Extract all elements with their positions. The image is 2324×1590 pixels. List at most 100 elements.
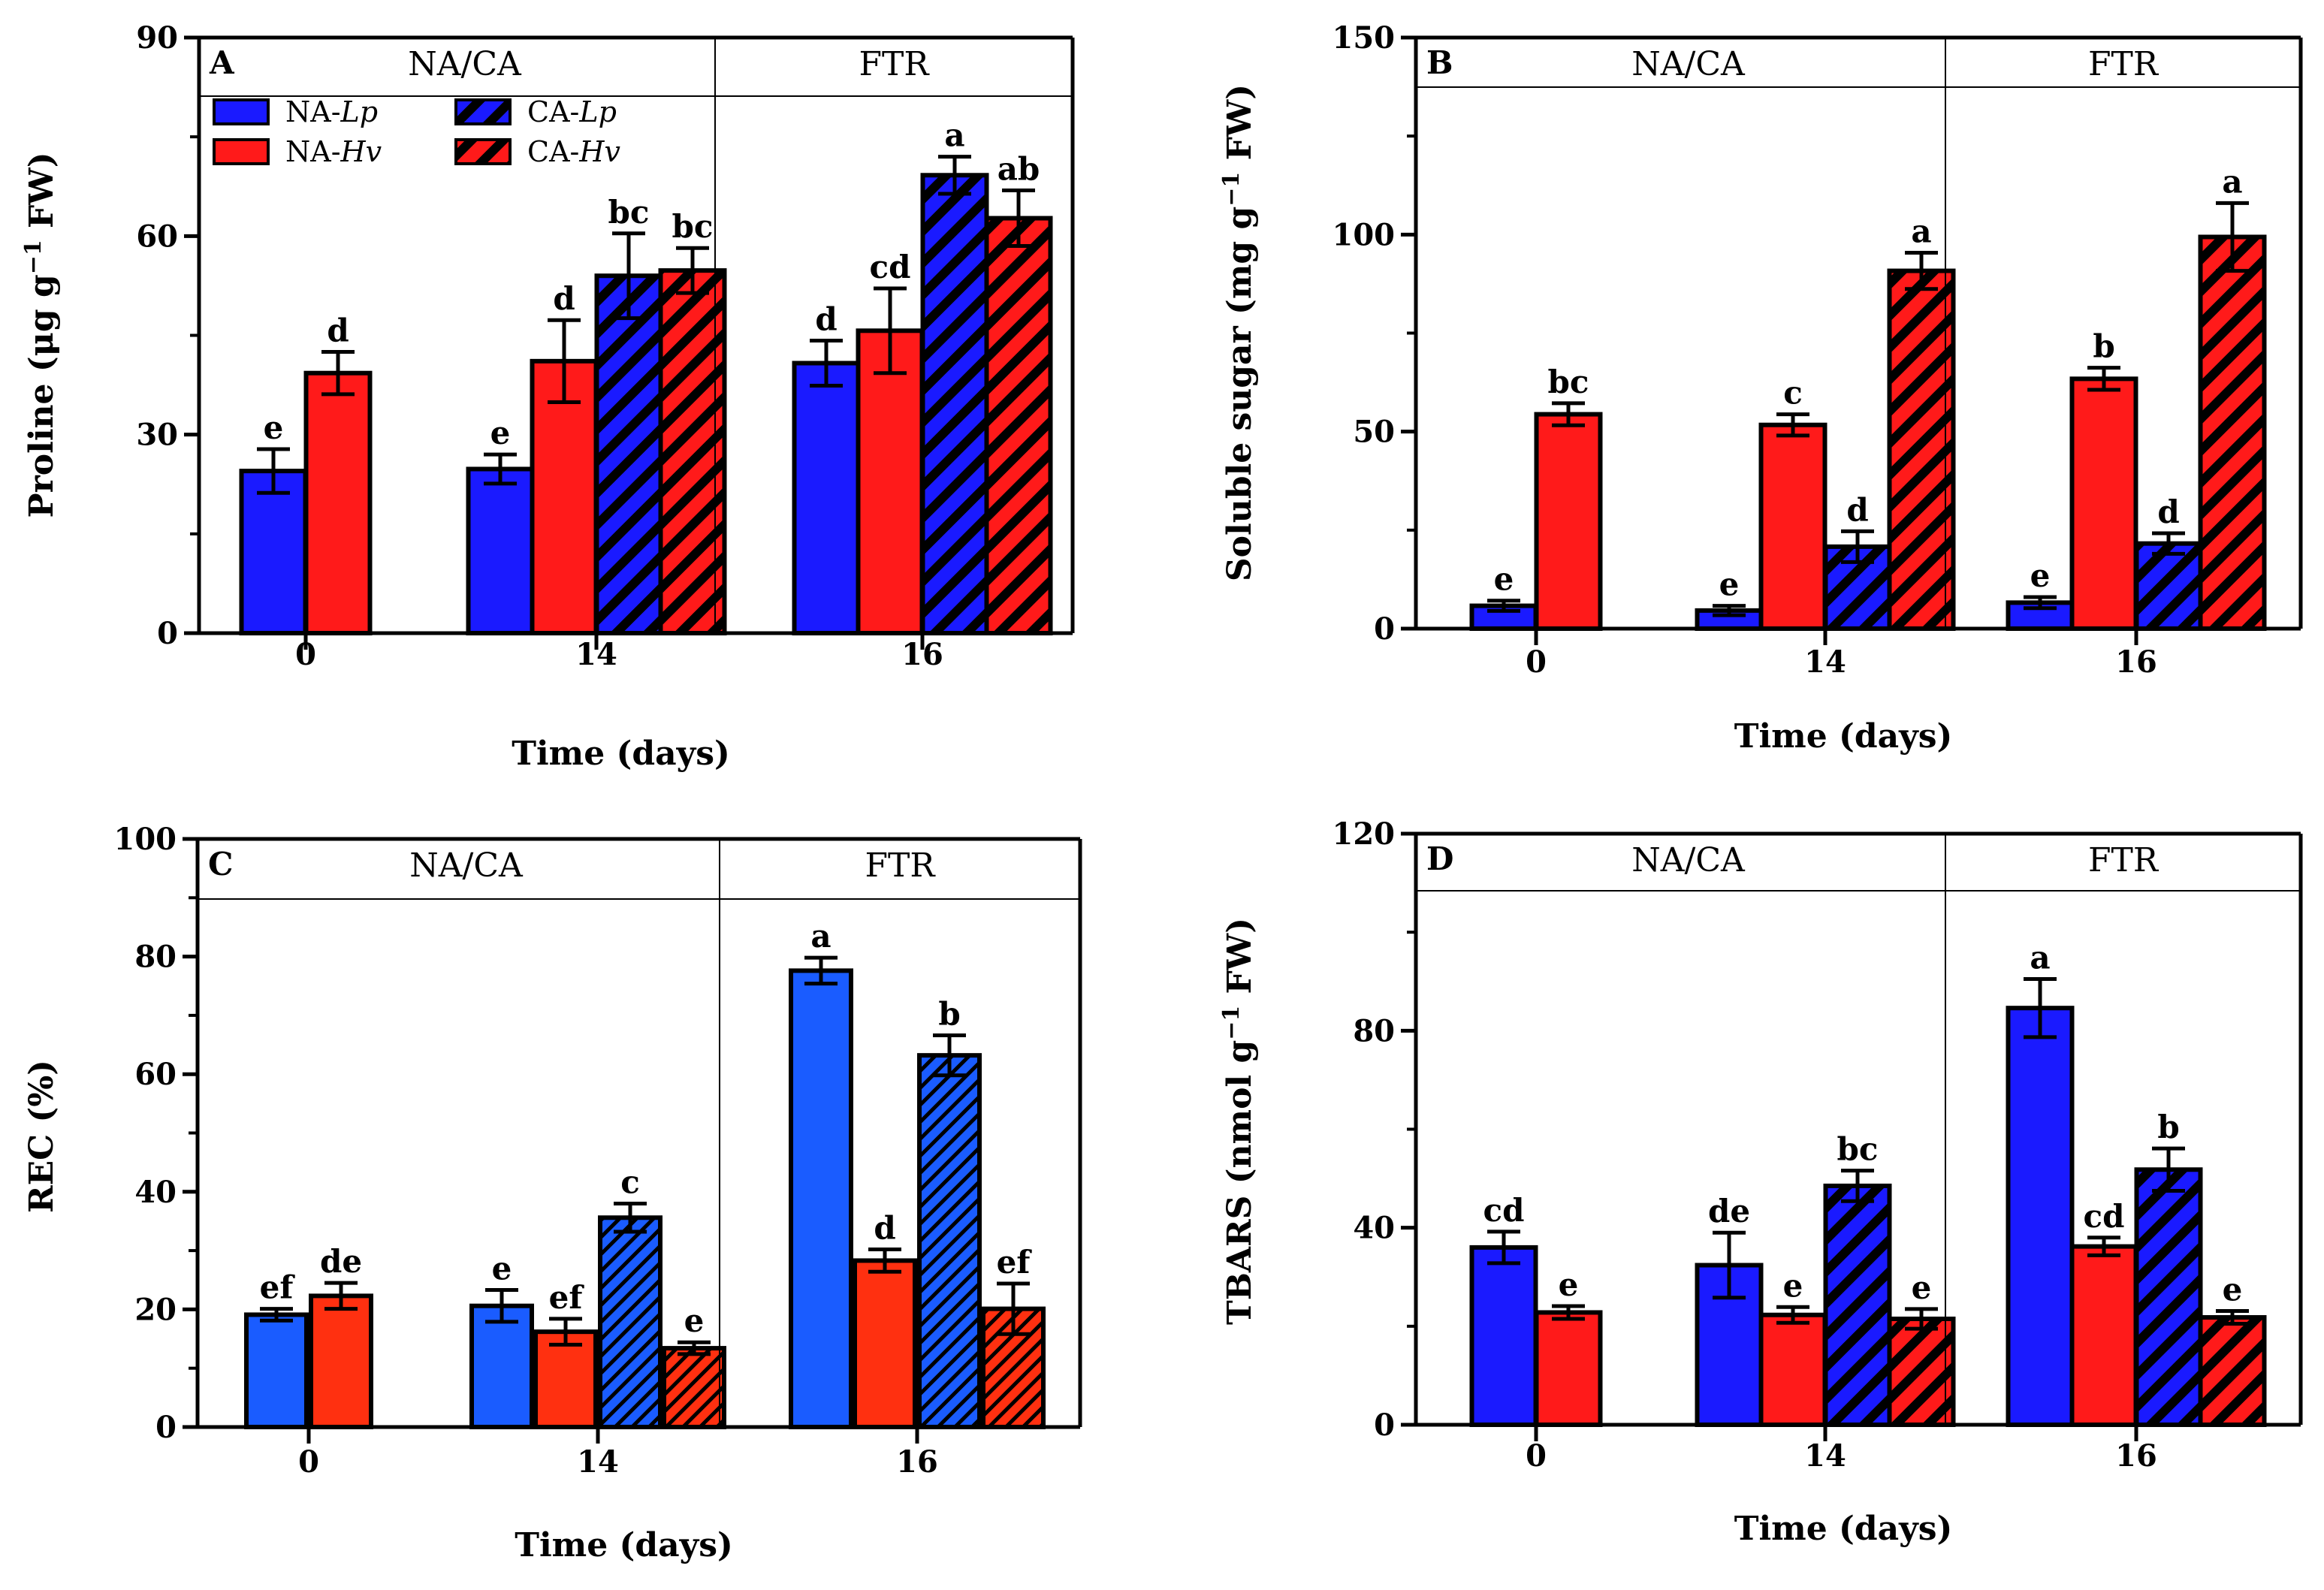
y-axis-title-main: REC (%): [23, 1060, 61, 1213]
significance-letter: a: [2030, 939, 2050, 976]
significance-letter: ef: [549, 1279, 585, 1316]
significance-letter: b: [938, 996, 960, 1033]
y-axis-title: REC (%): [23, 1060, 61, 1213]
significance-letter: e: [492, 1251, 512, 1287]
legend-species: Hv: [340, 135, 382, 168]
y-tick-label: 120: [1333, 816, 1396, 852]
y-tick-label: 0: [157, 616, 178, 651]
legend-swatch-na-lp: [213, 98, 270, 125]
bar-na-lp-0: [1469, 1245, 1538, 1428]
y-tick-label: 60: [136, 219, 178, 254]
bar-ca-hv-16: [2198, 234, 2267, 631]
bar-ca-hv-14: [1887, 1316, 1956, 1428]
section-label-ftr: FTR: [859, 45, 930, 83]
y-axis-title-main: TBARS (nmol g: [1221, 1040, 1259, 1325]
x-tick-label: 14: [1804, 644, 1846, 680]
bar-ca-hv-16: [2198, 1315, 2267, 1427]
significance-letter: bc: [608, 194, 650, 231]
significance-letter: d: [553, 280, 575, 317]
x-tick-label: 16: [901, 637, 943, 672]
bar-ca-hv-16: [984, 216, 1053, 635]
y-axis-title-end: FW): [1221, 918, 1259, 1006]
significance-letter: de: [1708, 1193, 1750, 1229]
x-tick-label: 0: [298, 1444, 319, 1480]
bar-ca-lp-16: [920, 173, 989, 635]
significance-letter: e: [1719, 566, 1740, 603]
x-tick-label: 14: [577, 1444, 619, 1480]
y-tick-label: 40: [134, 1175, 177, 1210]
legend-prefix: NA-: [285, 95, 341, 128]
y-axis-title-superscript: −1: [1218, 1006, 1245, 1040]
y-tick-label: 100: [1333, 217, 1396, 252]
significance-letter: ef: [997, 1244, 1033, 1281]
legend-swatch-ca-hv: [454, 138, 512, 165]
bar-na-lp-16: [789, 968, 853, 1429]
y-axis-title-superscript: −1: [20, 240, 47, 274]
panel-letter: C: [208, 846, 233, 882]
bar-na-hv-14: [1758, 1312, 1828, 1427]
y-axis-title-main: Soluble sugar (mg g: [1221, 207, 1259, 581]
x-axis-title: Time (days): [1734, 717, 1953, 756]
y-tick-label: 0: [1374, 1407, 1395, 1443]
bar-na-hv-0: [309, 1293, 373, 1429]
significance-letter: a: [810, 918, 831, 955]
y-tick-label: 150: [1333, 20, 1396, 56]
bar-na-hv-0: [303, 370, 373, 635]
significance-letter: bc: [672, 208, 714, 245]
bar-na-lp-14: [469, 1303, 534, 1430]
significance-letter: d: [874, 1210, 895, 1247]
bar-ca-lp-14: [598, 1215, 662, 1429]
y-tick-label: 100: [114, 822, 177, 857]
x-tick-label: 0: [1526, 1438, 1547, 1474]
y-tick-label: 30: [136, 418, 178, 453]
legend-species: Lp: [578, 95, 617, 128]
y-axis-title: Proline (μg g−1 FW): [20, 152, 61, 517]
significance-letter: e: [1559, 1266, 1579, 1303]
significance-letter: e: [684, 1302, 705, 1339]
legend-label-na-hv: NA-Hv: [285, 135, 382, 168]
x-axis-title: Time (days): [515, 1526, 733, 1564]
y-tick-label: 80: [134, 940, 177, 975]
panel-letter: B: [1426, 44, 1453, 81]
significance-letter: b: [2157, 1109, 2179, 1145]
y-tick-label: 50: [1353, 415, 1395, 450]
x-tick-label: 16: [2115, 644, 2157, 680]
legend-label-ca-lp: CA-Lp: [527, 95, 617, 128]
significance-letter: d: [1846, 491, 1868, 528]
panel-letter: D: [1426, 840, 1453, 877]
y-axis-title: TBARS (nmol g−1 FW): [1218, 918, 1259, 1325]
significance-letter: e: [264, 409, 284, 446]
x-tick-label: 0: [295, 637, 316, 672]
bar-na-hv-16: [853, 1258, 917, 1430]
significance-letter: a: [944, 117, 964, 154]
significance-letter: bc: [1548, 364, 1589, 400]
x-axis-title: Time (days): [512, 735, 730, 773]
panel-letter: A: [209, 44, 235, 81]
y-axis-title-end: FW): [1221, 84, 1259, 172]
bar-na-hv-14: [1758, 422, 1828, 631]
significance-letter: d: [327, 312, 349, 349]
y-tick-label: 60: [134, 1057, 177, 1092]
significance-letter: ef: [260, 1269, 296, 1306]
y-tick-label: 0: [155, 1410, 177, 1445]
significance-letter: d: [2157, 493, 2179, 530]
section-label-na-ca: NA/CA: [1631, 841, 1746, 879]
bar-ca-hv-14: [1887, 268, 1956, 631]
significance-letter: de: [320, 1243, 362, 1280]
significance-letter: e: [2030, 557, 2051, 594]
x-tick-label: 16: [896, 1444, 938, 1480]
section-label-ftr: FTR: [2088, 841, 2160, 879]
significance-letter: cd: [870, 249, 911, 285]
significance-letter: e: [1494, 561, 1514, 598]
section-label-na-ca: NA/CA: [409, 846, 524, 885]
legend-prefix: CA-: [527, 95, 579, 128]
bar-na-lp-14: [466, 466, 535, 635]
bar-ca-lp-16: [2134, 541, 2203, 631]
significance-letter: e: [1912, 1269, 1932, 1306]
y-axis-title-end: FW): [23, 152, 61, 240]
